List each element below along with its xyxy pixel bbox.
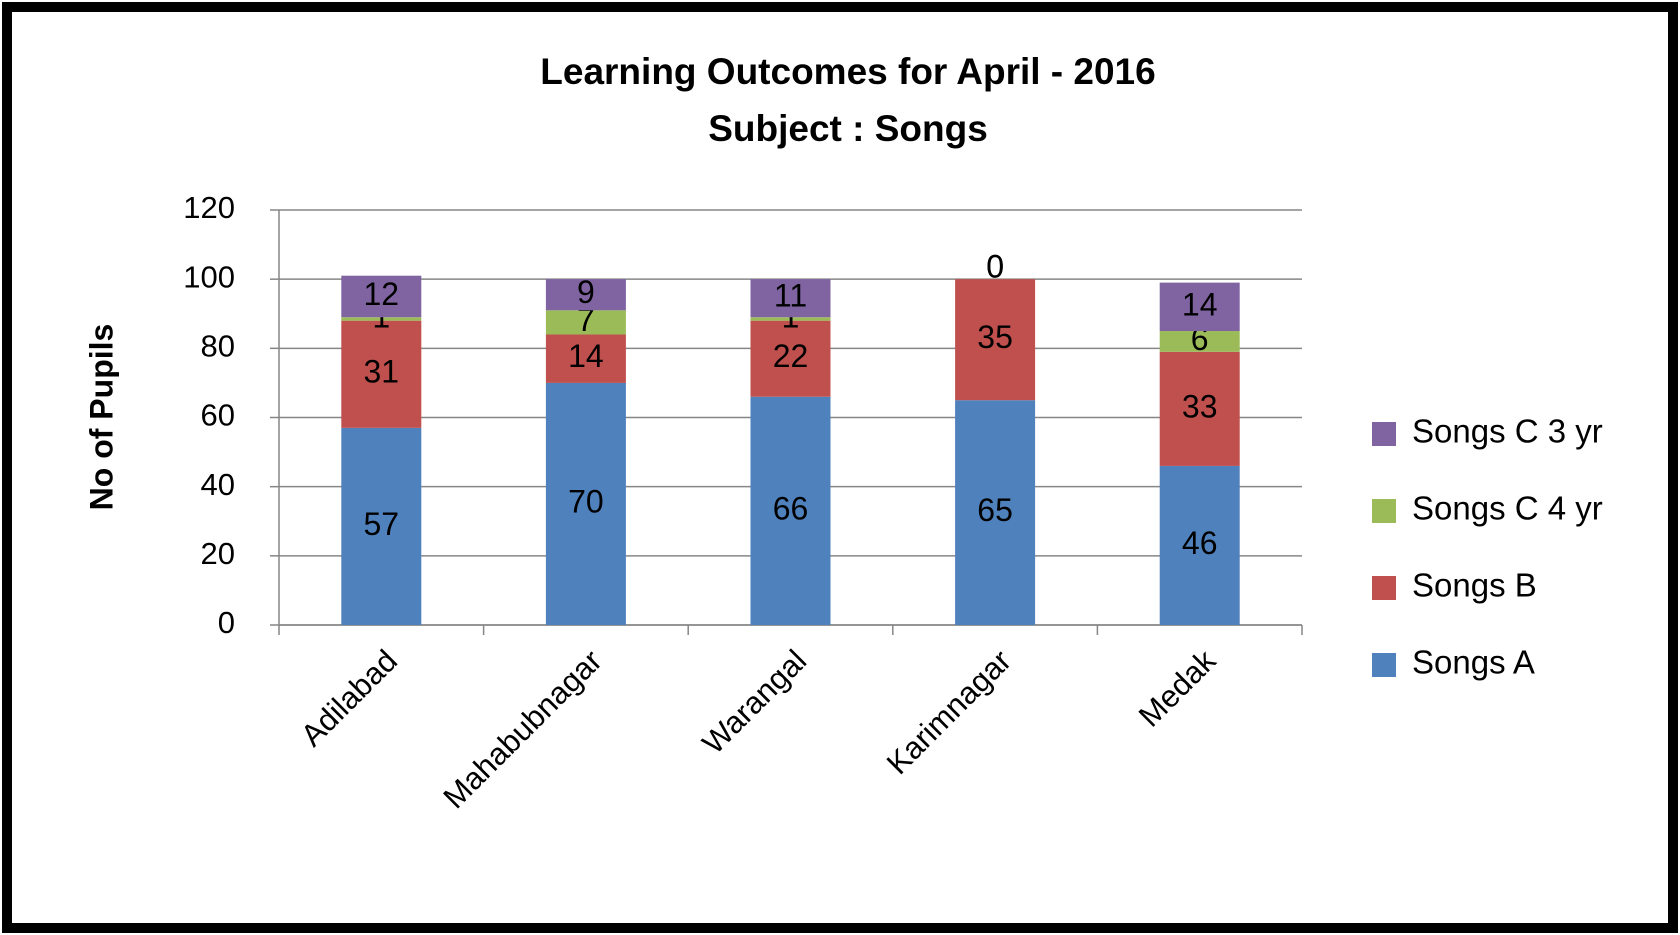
data-label: 14 — [1182, 286, 1218, 322]
y-tick-label: 80 — [201, 329, 235, 364]
bar-segment — [955, 400, 1036, 625]
legend-label: Songs B — [1412, 567, 1537, 604]
bar-segment — [750, 279, 831, 318]
data-label: 33 — [1182, 388, 1218, 424]
data-label: 46 — [1182, 525, 1218, 561]
legend-label: Songs C 4 yr — [1412, 490, 1603, 527]
bar-segment — [1159, 331, 1240, 352]
data-label: 0 — [986, 249, 1004, 285]
data-label: 9 — [577, 274, 595, 310]
y-tick-label: 20 — [201, 536, 235, 571]
data-label: 31 — [364, 354, 400, 390]
y-tick-label: 120 — [183, 190, 235, 225]
y-tick-label: 0 — [218, 605, 235, 640]
data-label: 57 — [364, 506, 400, 542]
data-label: 12 — [364, 276, 400, 312]
data-label: 7 — [577, 302, 595, 338]
y-axis-label: No of Pupils — [83, 324, 119, 511]
bar-segment — [750, 320, 831, 397]
bar-segment — [1159, 465, 1240, 625]
data-label: 35 — [977, 319, 1013, 355]
chart-subtitle: Subject : Songs — [708, 108, 988, 149]
y-tick-label: 60 — [201, 398, 235, 433]
chart-title: Learning Outcomes for April - 2016 — [540, 51, 1155, 92]
bar-segment — [750, 396, 831, 625]
bar-segment — [545, 334, 626, 383]
bar-segment — [341, 275, 422, 318]
data-label: 14 — [568, 338, 604, 374]
bar-segment — [1159, 282, 1240, 332]
bar-segment — [750, 317, 831, 321]
bar-segment — [341, 320, 422, 428]
bar-segment — [955, 279, 1036, 401]
data-label: 66 — [773, 490, 809, 526]
legend-swatch — [1372, 653, 1396, 677]
bar-segment — [341, 427, 422, 625]
bar-segment — [545, 382, 626, 625]
legend-label: Songs C 3 yr — [1412, 413, 1603, 450]
data-label: 65 — [977, 492, 1013, 528]
legend-swatch — [1372, 422, 1396, 446]
data-label: 0 — [986, 249, 1004, 285]
legend-swatch — [1372, 499, 1396, 523]
y-tick-label: 100 — [183, 259, 235, 294]
bar-segment — [545, 310, 626, 335]
bar-segment — [341, 317, 422, 321]
bar-segment — [545, 279, 626, 311]
bar-segment — [1159, 351, 1240, 466]
legend-label: Songs A — [1412, 644, 1535, 681]
y-tick-label: 40 — [201, 467, 235, 502]
data-label: 22 — [773, 338, 809, 374]
data-label: 70 — [568, 483, 604, 519]
legend-swatch — [1372, 576, 1396, 600]
data-label: 11 — [774, 278, 807, 314]
